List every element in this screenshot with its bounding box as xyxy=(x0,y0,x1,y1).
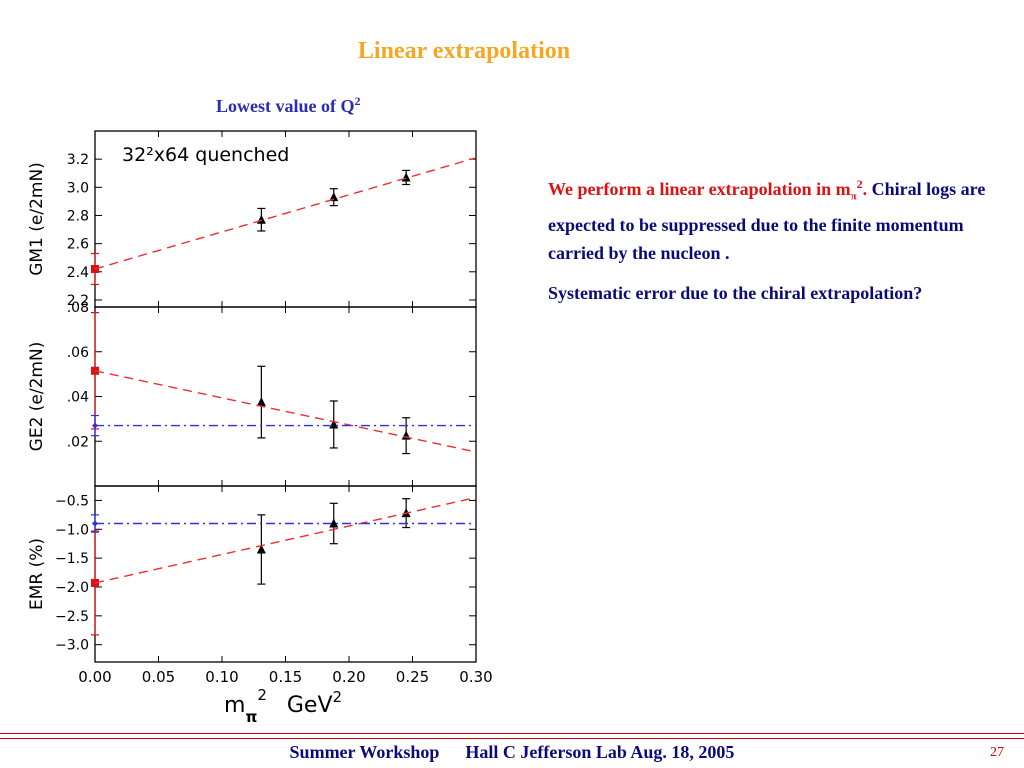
panel-frame xyxy=(94,306,477,487)
x-tick-label: 0.05 xyxy=(142,668,175,686)
y-tick-label: 2.4 xyxy=(67,265,89,281)
footer-venue-date: Hall C Jefferson Lab Aug. 18, 2005 xyxy=(465,742,735,762)
y-tick-label: −2.0 xyxy=(55,580,89,596)
data-point-triangle xyxy=(256,397,266,407)
y-tick-label: .04 xyxy=(67,390,89,406)
y-tick-label: −1.0 xyxy=(55,522,89,538)
y-tick-label: 2.2 xyxy=(67,293,89,309)
y-tick-label: −2.5 xyxy=(55,609,89,625)
squared-superscript: 2 xyxy=(856,177,863,191)
footer: Summer Workshop Hall C Jefferson Lab Aug.… xyxy=(0,742,1024,763)
footer-rule-top xyxy=(0,733,1024,734)
data-point-triangle xyxy=(329,518,339,528)
data-point-triangle xyxy=(329,192,339,202)
paragraph-extrapolation: We perform a linear extrapolation in mπ2… xyxy=(548,170,998,267)
subtitle-superscript: 2 xyxy=(354,94,361,108)
y-tick-label: .02 xyxy=(67,434,89,450)
paragraph-systematic-error: Systematic error due to the chiral extra… xyxy=(548,282,923,303)
linear-fit-line xyxy=(94,370,477,453)
x-tick-label: 0.25 xyxy=(396,668,429,686)
pion-subscript: π xyxy=(850,190,857,203)
data-point-triangle xyxy=(256,544,266,554)
x-axis-label: mπ2 GeV2 xyxy=(224,686,342,726)
explanation-text: We perform a linear extrapolation in mπ2… xyxy=(548,170,998,319)
y-axis-label: EMR (%) xyxy=(27,538,47,610)
panel-1: 2.2 2.4 2.6 2.8 3.0 3.2 GM1 (e/2mN) 32²x64 quen… xyxy=(27,130,477,309)
y-axis-label: GM1 (e/2mN) xyxy=(27,162,47,276)
panel-3: −0.5 −1.0 −1.5 −2.0 −2.5 −3.0 0.00 0.05 0.10 0.15… xyxy=(27,485,493,726)
extrapolation-chart: 2.2 2.4 2.6 2.8 3.0 3.2 GM1 (e/2mN) 32²x64 quen… xyxy=(27,130,493,726)
x-tick-label: 0.00 xyxy=(78,668,111,686)
y-tick-label: 2.8 xyxy=(67,208,89,224)
extrapolation-statement: We perform a linear extrapolation in mπ2… xyxy=(548,177,868,203)
y-tick-label: 3.2 xyxy=(67,152,89,168)
x-tick-label: 0.20 xyxy=(332,668,365,686)
y-tick-label: .08 xyxy=(67,300,89,316)
page-number: 27 xyxy=(990,745,1004,760)
footer-rule-bottom xyxy=(0,738,1024,739)
y-axis-label: GE2 (e/2mN) xyxy=(27,342,47,452)
extrapolation-text: We perform a linear extrapolation in m xyxy=(548,179,851,199)
panel-frame xyxy=(94,485,477,663)
y-tick-label: 3.0 xyxy=(67,180,89,196)
subtitle-text: Lowest value of Q xyxy=(216,96,355,116)
y-tick-label: 2.6 xyxy=(67,237,89,253)
y-tick-label: .06 xyxy=(67,345,89,361)
data-point-triangle xyxy=(256,214,266,224)
data-point-triangle xyxy=(401,172,411,182)
lattice-annotation: 32²x64 quenched xyxy=(122,144,289,166)
plot-subtitle: Lowest value of Q2 xyxy=(216,94,361,117)
panel-2: .02 .04 .06 .08 GE2 (e/2mN) xyxy=(27,300,477,487)
y-tick-label: −3.0 xyxy=(55,638,89,654)
x-tick-label: 0.30 xyxy=(459,668,492,686)
x-tick-label: 0.10 xyxy=(205,668,238,686)
x-tick-label: 0.15 xyxy=(269,668,302,686)
y-tick-label: −1.5 xyxy=(55,551,89,567)
linear-fit-line xyxy=(94,496,477,584)
slide-title: Linear extrapolation xyxy=(357,38,571,64)
chiral-logs-text: Chiral logs are expected to be suppresse… xyxy=(548,179,986,263)
period: . xyxy=(862,179,868,199)
linear-fit-line xyxy=(94,157,477,270)
y-tick-label: −0.5 xyxy=(55,493,89,509)
footer-event: Summer Workshop xyxy=(289,742,440,762)
